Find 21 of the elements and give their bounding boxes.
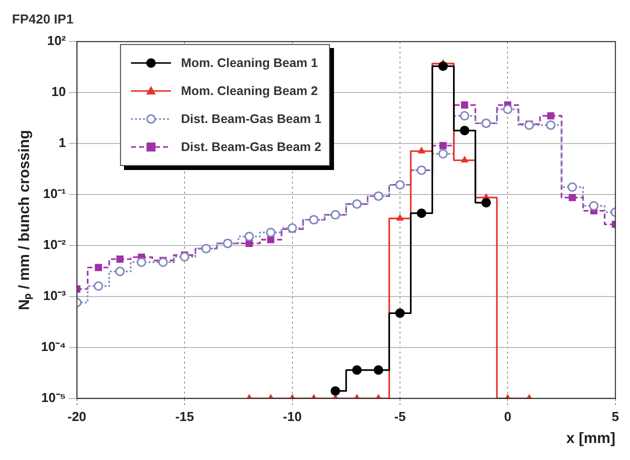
chart-title: FP420 IP1 (12, 11, 74, 26)
y-tick-label: 10⁻⁴ (41, 339, 66, 354)
y-tick-label: 10⁻⁵ (41, 390, 66, 405)
y-tick-label: 10⁻² (43, 237, 67, 252)
y-tick-label: 10⁻³ (43, 288, 67, 304)
x-axis-title: x [mm] (566, 430, 616, 448)
x-tick-label: -5 (394, 408, 406, 424)
y-axis-title: Nₚ / mm / bunch crossing (16, 130, 34, 310)
legend-label: Mom. Cleaning Beam 2 (181, 84, 318, 98)
x-tick-label: -20 (67, 408, 86, 424)
x-tick-label: -15 (175, 408, 194, 424)
y-tick-label: 10² (47, 33, 67, 48)
y-tick-label: 10⁻¹ (43, 186, 66, 202)
y-tick-label: 10 (51, 84, 66, 100)
x-tick-label: 5 (612, 408, 619, 424)
legend-label: Dist. Beam-Gas Beam 2 (181, 140, 322, 154)
legend-label: Dist. Beam-Gas Beam 1 (181, 112, 322, 126)
x-tick-label: -10 (282, 408, 302, 424)
legend-label: Mom. Cleaning Beam 1 (181, 56, 318, 70)
y-tick-label: 1 (58, 135, 66, 150)
x-tick-label: 0 (504, 408, 512, 424)
